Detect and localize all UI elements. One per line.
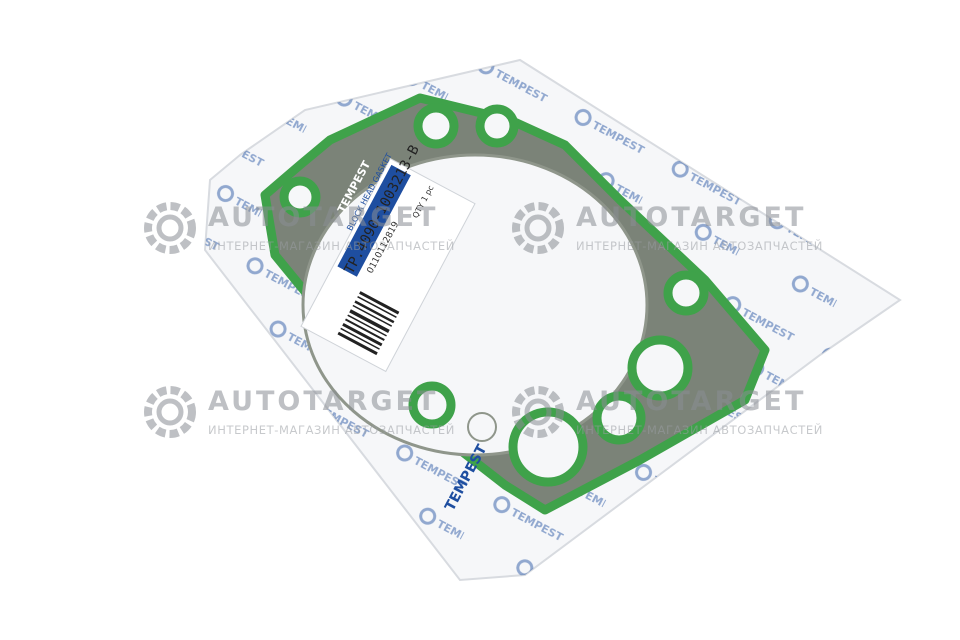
product-label bbox=[300, 157, 476, 373]
gear-logo-icon bbox=[144, 202, 196, 254]
watermark-brand: AUTOTARGET bbox=[208, 202, 439, 233]
watermark-tagline: ИНТЕРНЕТ-МАГАЗИН АВТОЗАПЧАСТЕЙ bbox=[576, 423, 823, 437]
watermark-tagline: ИНТЕРНЕТ-МАГАЗИН АВТОЗАПЧАСТЕЙ bbox=[208, 423, 455, 437]
watermark-brand: AUTOTARGET bbox=[208, 386, 439, 417]
watermark-top-left: AUTOTARGET ИНТЕРНЕТ-МАГАЗИН АВТОЗАПЧАСТЕ… bbox=[138, 196, 455, 260]
gear-logo-icon bbox=[512, 386, 564, 438]
gear-logo-icon bbox=[512, 202, 564, 254]
watermark-tagline: ИНТЕРНЕТ-МАГАЗИН АВТОЗАПЧАСТЕЙ bbox=[576, 239, 823, 253]
watermark-bottom-right: AUTOTARGET ИНТЕРНЕТ-МАГАЗИН АВТОЗАПЧАСТЕ… bbox=[506, 380, 823, 444]
gear-logo-icon bbox=[144, 386, 196, 438]
watermark-top-right: AUTOTARGET ИНТЕРНЕТ-МАГАЗИН АВТОЗАПЧАСТЕ… bbox=[506, 196, 823, 260]
watermark-tagline: ИНТЕРНЕТ-МАГАЗИН АВТОЗАПЧАСТЕЙ bbox=[208, 239, 455, 253]
watermark-brand: AUTOTARGET bbox=[576, 386, 807, 417]
barcode bbox=[337, 291, 400, 356]
watermark-brand: AUTOTARGET bbox=[576, 202, 807, 233]
watermark-bottom-left: AUTOTARGET ИНТЕРНЕТ-МАГАЗИН АВТОЗАПЧАСТЕ… bbox=[138, 380, 455, 444]
